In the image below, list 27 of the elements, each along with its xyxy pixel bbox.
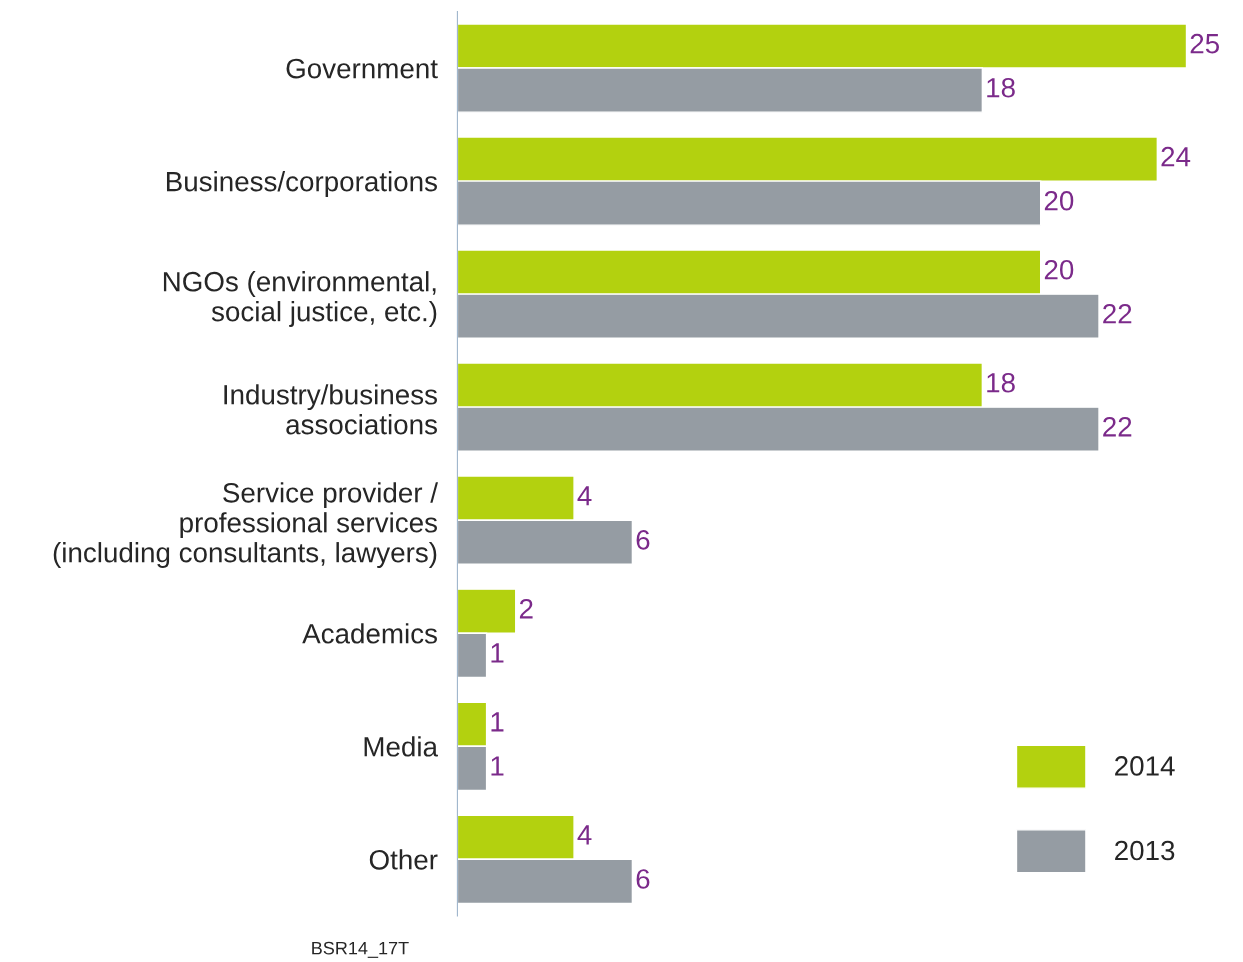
- data-label: 20: [1044, 190, 1074, 211]
- data-label: 1: [491, 756, 504, 776]
- data-label: 6: [636, 869, 650, 889]
- y-tick-label: Service provider / professional services (including consultants, lawyers): [53, 482, 438, 568]
- data-label: 6: [636, 530, 650, 550]
- data-label: 22: [1103, 303, 1132, 324]
- data-label: 1: [491, 643, 504, 663]
- y-tick-label: Academics: [302, 623, 437, 644]
- y-tick-label: Government: [286, 58, 438, 79]
- legend-label: 2013: [1115, 840, 1175, 861]
- data-label: 18: [987, 77, 1015, 98]
- y-tick-label: Other: [369, 849, 438, 870]
- y-tick-label: Media: [364, 736, 438, 757]
- data-label: 1: [491, 712, 504, 732]
- text: BSR14_17T: [312, 941, 409, 958]
- y-tick-label: Industry/business associations: [224, 384, 437, 435]
- data-label: 2: [519, 598, 533, 619]
- data-label: 20: [1044, 259, 1074, 280]
- data-label: 22: [1103, 416, 1132, 437]
- y-tick-label: NGOs (environmental, social justice, etc.): [163, 271, 437, 327]
- data-label: 4: [577, 486, 592, 506]
- y-tick-label: Business/corporations: [166, 171, 437, 197]
- legend-label: 2014: [1115, 756, 1175, 776]
- data-label: 4: [577, 825, 592, 845]
- data-label: 18: [987, 372, 1015, 393]
- data-label: 25: [1190, 33, 1219, 54]
- data-label: 24: [1161, 146, 1191, 167]
